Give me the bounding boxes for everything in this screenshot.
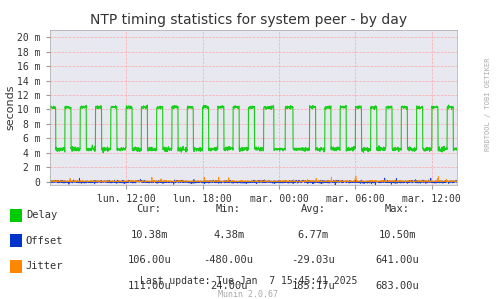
Text: Offset: Offset	[26, 236, 63, 246]
Text: 111.00u: 111.00u	[127, 280, 171, 291]
Text: 4.38m: 4.38m	[213, 230, 244, 240]
Text: -29.03u: -29.03u	[291, 255, 335, 265]
Text: seconds: seconds	[5, 85, 15, 130]
Text: Jitter: Jitter	[26, 261, 63, 271]
Text: Last update: Tue Jan  7 15:45:41 2025: Last update: Tue Jan 7 15:45:41 2025	[140, 276, 357, 286]
Text: 185.17u: 185.17u	[291, 280, 335, 291]
Text: Avg:: Avg:	[301, 204, 326, 214]
Text: 10.50m: 10.50m	[379, 230, 416, 240]
Text: NTP timing statistics for system peer - by day: NTP timing statistics for system peer - …	[90, 13, 407, 28]
Bar	[10, 234, 22, 247]
Bar	[10, 260, 22, 273]
Text: Max:: Max:	[385, 204, 410, 214]
Text: 6.77m: 6.77m	[298, 230, 329, 240]
Text: 641.00u: 641.00u	[376, 255, 419, 265]
Text: 24.00u: 24.00u	[210, 280, 248, 291]
Text: Munin 2.0.67: Munin 2.0.67	[219, 290, 278, 299]
Text: -480.00u: -480.00u	[204, 255, 253, 265]
Text: Min:: Min:	[216, 204, 241, 214]
Bar	[10, 209, 22, 222]
Text: 106.00u: 106.00u	[127, 255, 171, 265]
Text: 10.38m: 10.38m	[130, 230, 168, 240]
Text: 683.00u: 683.00u	[376, 280, 419, 291]
Text: Cur:: Cur:	[137, 204, 162, 214]
Text: Delay: Delay	[26, 210, 57, 220]
Text: RRDTOOL / TOBI OETIKER: RRDTOOL / TOBI OETIKER	[485, 58, 491, 151]
